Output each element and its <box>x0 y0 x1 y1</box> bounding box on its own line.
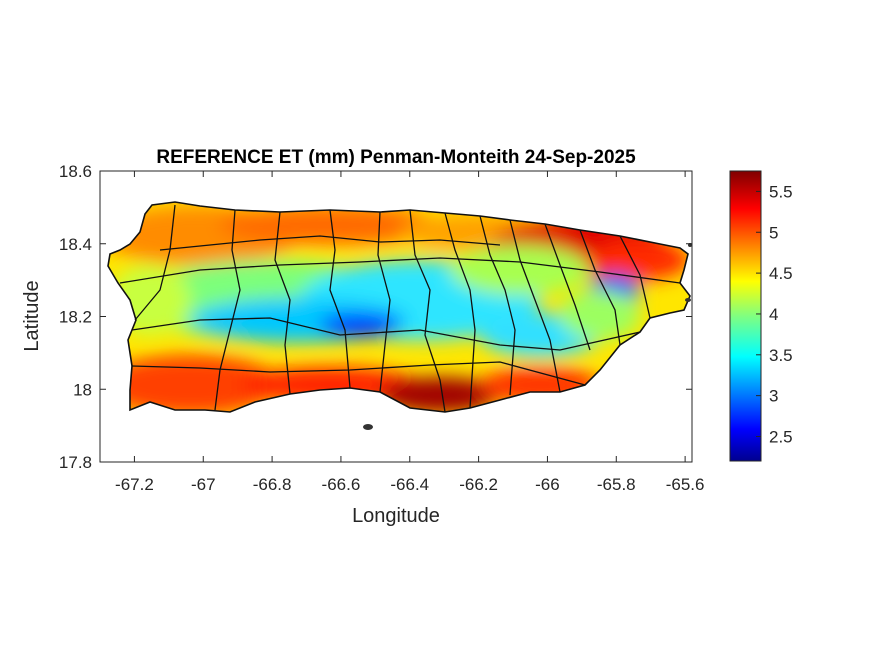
colorbar-tick-label: 4.5 <box>769 264 793 283</box>
x-tick-label: -65.8 <box>597 475 636 494</box>
x-tick-label: -66.6 <box>322 475 361 494</box>
y-tick-label: 18.6 <box>59 162 92 181</box>
y-tick-label: 17.8 <box>59 453 92 472</box>
colorbar-ticks: 2.5 3 3.5 4 4.5 5 5.5 <box>756 182 793 446</box>
x-tick-label: -66.8 <box>253 475 292 494</box>
x-axis: -67.2 -67 -66.8 -66.6 -66.4 -66.2 -66 -65.8 -65.… <box>115 171 704 494</box>
x-tick-label: -66.4 <box>390 475 429 494</box>
small-islands <box>363 243 692 430</box>
y-tick-label: 18 <box>73 380 92 399</box>
colorbar-tick-label: 5.5 <box>769 182 793 201</box>
x-tick-label: -66.2 <box>459 475 498 494</box>
x-tick-label: -67 <box>191 475 216 494</box>
x-axis-label: Longitude <box>352 505 440 527</box>
y-axis-label: Latitude <box>21 280 43 351</box>
chart-title: REFERENCE ET (mm) Penman-Monteith 24-Sep… <box>156 147 636 168</box>
y-tick-label: 18.2 <box>59 308 92 327</box>
y-axis: 17.8 18 18.2 18.4 18.6 <box>59 162 692 472</box>
colorbar-tick-label: 4 <box>769 305 778 324</box>
colorbar-tick-label: 2.5 <box>769 427 793 446</box>
municipal-boundaries <box>107 201 691 413</box>
colorbar-tick-label: 3.5 <box>769 346 793 365</box>
et-heatmap <box>108 202 690 412</box>
colorbar-tick-label: 3 <box>769 387 778 406</box>
x-tick-label: -67.2 <box>115 475 154 494</box>
y-tick-label: 18.4 <box>59 235 92 254</box>
x-tick-label: -65.6 <box>666 475 705 494</box>
colorbar <box>729 170 762 462</box>
colorbar-tick-label: 5 <box>769 223 778 242</box>
x-tick-label: -66 <box>535 475 560 494</box>
